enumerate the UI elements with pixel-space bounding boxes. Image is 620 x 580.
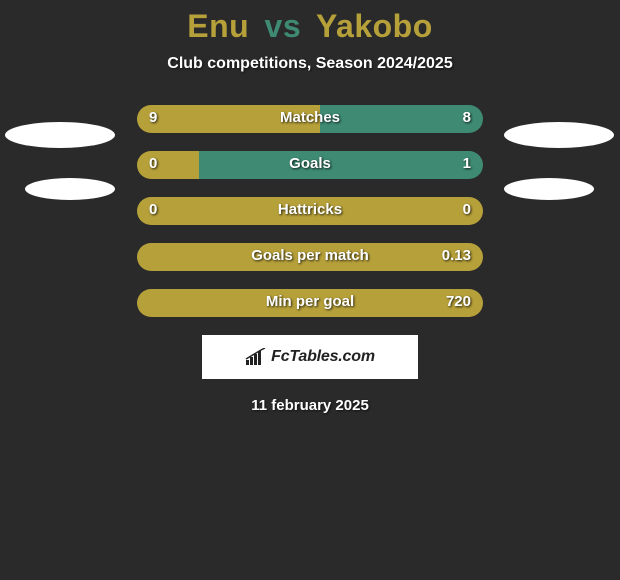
stat-bar <box>137 151 483 179</box>
stat-row: Min per goal720 <box>137 289 483 317</box>
stat-bar-left <box>137 197 483 225</box>
stat-bar <box>137 243 483 271</box>
page-root: Enu vs Yakobo Club competitions, Season … <box>0 0 620 580</box>
decor-ellipse-mid-right <box>504 178 594 200</box>
stat-row: Goals per match0.13 <box>137 243 483 271</box>
stat-bar-left <box>137 289 483 317</box>
title-vs: vs <box>265 8 302 44</box>
stat-bar-right <box>199 151 483 179</box>
stat-bar <box>137 105 483 133</box>
stat-bar <box>137 289 483 317</box>
logo-text: FcTables.com <box>271 348 375 366</box>
logo-box: FcTables.com <box>202 335 418 379</box>
stat-row: Goals01 <box>137 151 483 179</box>
title-player2: Yakobo <box>316 8 433 44</box>
stat-bar-left <box>137 105 320 133</box>
stat-bar <box>137 197 483 225</box>
page-title: Enu vs Yakobo <box>0 0 620 45</box>
decor-ellipse-top-right <box>504 122 614 148</box>
stat-bar-right <box>320 105 483 133</box>
stat-row: Hattricks00 <box>137 197 483 225</box>
bar-chart-icon <box>245 348 267 366</box>
stat-bar-left <box>137 243 483 271</box>
stats-panel: Matches98 Goals01 Hattricks00 Goals per mat… <box>137 105 483 317</box>
stat-row: Matches98 <box>137 105 483 133</box>
decor-ellipse-mid-left <box>25 178 115 200</box>
stat-bar-left <box>137 151 199 179</box>
subtitle: Club competitions, Season 2024/2025 <box>0 55 620 73</box>
title-player1: Enu <box>187 8 249 44</box>
decor-ellipse-top-left <box>5 122 115 148</box>
date-label: 11 february 2025 <box>0 397 620 414</box>
